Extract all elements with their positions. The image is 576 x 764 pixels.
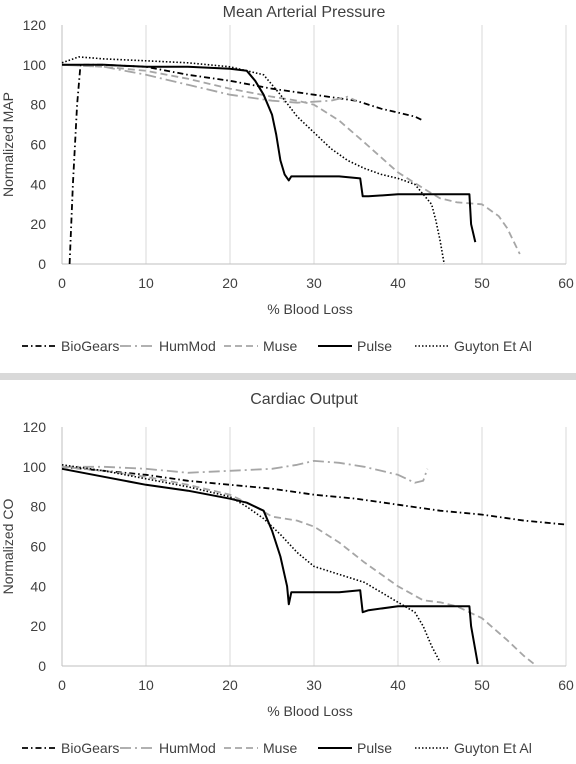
y-tick-label: 100 xyxy=(23,57,47,73)
series-lines xyxy=(61,460,567,667)
legend-label: Muse xyxy=(263,338,297,354)
x-tick-label: 30 xyxy=(306,275,322,291)
x-tick-label: 40 xyxy=(390,275,406,291)
gridlines xyxy=(145,427,567,666)
chart-map: Mean Arterial Pressure 0 20 40 60 80 100 120 0 10… xyxy=(0,4,574,354)
legend: BioGears HumMod Muse Pulse Guyton Et Al xyxy=(22,338,532,354)
y-axis-title: Normalized CO xyxy=(0,499,16,595)
x-axis-title: % Blood Loss xyxy=(267,703,353,719)
legend-label: Muse xyxy=(263,740,297,756)
series-line-hummod xyxy=(62,460,429,484)
chart-cardiac-output: Cardiac Output 0 20 40 60 80 100 120 0 10 20 30 40 50… xyxy=(0,391,574,756)
y-axis-title: Normalized MAP xyxy=(0,92,16,197)
series-line-guyton-et-al xyxy=(61,56,445,265)
x-tick-label: 60 xyxy=(558,677,574,693)
y-tick-label: 120 xyxy=(23,17,47,33)
series-line-pulse xyxy=(62,63,477,243)
x-axis-title: % Blood Loss xyxy=(267,301,353,317)
legend-label: HumMod xyxy=(159,338,216,354)
gridlines xyxy=(145,25,567,264)
legend: BioGears HumMod Muse Pulse Guyton Et Al xyxy=(22,740,532,756)
panel-divider xyxy=(0,373,576,380)
series-line-muse xyxy=(61,465,538,667)
chart-title: Mean Arterial Pressure xyxy=(223,4,386,21)
series-line-biogears xyxy=(68,63,424,265)
y-tick-label: 0 xyxy=(38,658,46,674)
y-tick-label: 20 xyxy=(30,618,46,634)
x-tick-label: 10 xyxy=(138,275,154,291)
y-tick-label: 0 xyxy=(38,256,46,272)
x-tick-label: 50 xyxy=(474,677,490,693)
x-tick-label: 50 xyxy=(474,275,490,291)
series-lines xyxy=(61,56,521,265)
series-line-hummod xyxy=(61,63,357,104)
x-tick-label: 0 xyxy=(58,275,66,291)
y-tick-label: 40 xyxy=(30,176,46,192)
x-tick-label: 0 xyxy=(58,677,66,693)
x-tick-label: 30 xyxy=(306,677,322,693)
legend-label: Guyton Et Al xyxy=(454,740,532,756)
x-tick-label: 20 xyxy=(222,677,238,693)
legend-label: Pulse xyxy=(357,338,392,354)
y-tick-label: 80 xyxy=(30,97,46,113)
y-tick-label: 40 xyxy=(30,578,46,594)
legend-label: Pulse xyxy=(357,740,392,756)
x-tick-label: 60 xyxy=(558,275,574,291)
x-tick-label: 20 xyxy=(222,275,238,291)
y-tick-label: 80 xyxy=(30,499,46,515)
x-tick-label: 10 xyxy=(138,677,154,693)
legend-label: BioGears xyxy=(61,338,119,354)
legend-label: HumMod xyxy=(159,740,216,756)
y-tick-label: 60 xyxy=(30,137,46,153)
y-tick-label: 100 xyxy=(23,459,47,475)
x-tick-label: 40 xyxy=(390,677,406,693)
y-tick-label: 20 xyxy=(30,216,46,232)
series-line-muse xyxy=(61,63,521,255)
y-tick-label: 120 xyxy=(23,419,47,435)
chart-title: Cardiac Output xyxy=(250,391,358,408)
legend-label: Guyton Et Al xyxy=(454,338,532,354)
legend-label: BioGears xyxy=(61,740,119,756)
series-line-pulse xyxy=(61,467,479,665)
series-line-biogears xyxy=(61,465,567,526)
series-line-guyton-et-al xyxy=(61,464,441,663)
y-tick-label: 60 xyxy=(30,539,46,555)
